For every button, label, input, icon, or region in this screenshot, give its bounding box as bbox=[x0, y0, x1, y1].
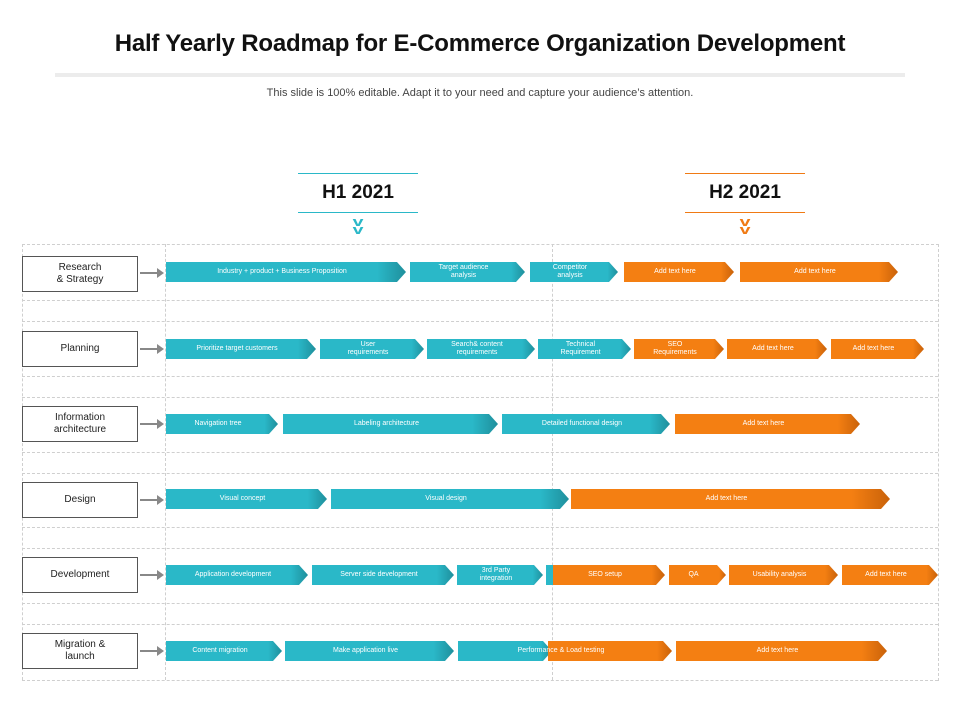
task-bar: Usability analysis bbox=[729, 565, 838, 585]
task-bar: Server side development bbox=[312, 565, 454, 585]
grid-line bbox=[22, 300, 938, 301]
task-bar: Prioritize target customers bbox=[166, 339, 316, 359]
title-divider bbox=[55, 73, 905, 77]
row-label-migration-launch: Migration & launch bbox=[22, 633, 138, 669]
task-bar: Content migration bbox=[166, 641, 282, 661]
task-bar: Navigation tree bbox=[166, 414, 278, 434]
grid-line bbox=[552, 244, 553, 680]
task-bar: QA bbox=[669, 565, 726, 585]
grid-line bbox=[22, 397, 938, 398]
grid-line bbox=[22, 473, 938, 474]
task-bar: Detailed functional design bbox=[502, 414, 670, 434]
task-bar: User requirements bbox=[320, 339, 424, 359]
task-bar: Add text here bbox=[831, 339, 924, 359]
arrow-right-icon bbox=[140, 570, 164, 580]
task-bar: Add text here bbox=[727, 339, 827, 359]
task-bar: SEO setup bbox=[553, 565, 665, 585]
task-bar: Industry + product + Business Propositio… bbox=[166, 262, 406, 282]
row-label-development: Development bbox=[22, 557, 138, 593]
row-label-information-architecture: Information architecture bbox=[22, 406, 138, 442]
task-bar-segment bbox=[548, 641, 672, 661]
task-bar: Application development bbox=[166, 565, 308, 585]
task-bar: Add text here bbox=[842, 565, 938, 585]
task-bar: Visual design bbox=[331, 489, 569, 509]
task-bar: Add text here bbox=[675, 414, 860, 434]
grid-line bbox=[22, 321, 938, 322]
task-bar: Visual concept bbox=[166, 489, 327, 509]
grid-line bbox=[22, 603, 938, 604]
task-bar: Search& content requirements bbox=[427, 339, 535, 359]
row-label-planning: Planning bbox=[22, 331, 138, 367]
task-bar: Technical Requirement bbox=[538, 339, 631, 359]
task-bar: Add text here bbox=[740, 262, 898, 282]
task-bar: Target audience analysis bbox=[410, 262, 525, 282]
page-subtitle: This slide is 100% editable. Adapt it to… bbox=[266, 87, 694, 99]
task-bar: Add text here bbox=[571, 489, 890, 509]
grid-line bbox=[22, 244, 23, 680]
task-bar: Make application live bbox=[285, 641, 454, 661]
roadmap-grid bbox=[22, 244, 939, 681]
row-label-research-strategy: Research & Strategy bbox=[22, 256, 138, 292]
task-bar: 3rd Party integration bbox=[457, 565, 543, 585]
task-bar: Performance & Load testing bbox=[517, 647, 605, 654]
arrow-right-icon bbox=[140, 268, 164, 278]
grid-line bbox=[165, 244, 166, 680]
grid-line bbox=[22, 548, 938, 549]
arrow-right-icon bbox=[140, 495, 164, 505]
page-title: Half Yearly Roadmap for E-Commerce Organ… bbox=[114, 30, 846, 57]
grid-line bbox=[22, 376, 938, 377]
period-h1-2021: H1 2021 bbox=[298, 173, 418, 213]
task-bar-segment bbox=[458, 641, 552, 661]
task-bar: Add text here bbox=[624, 262, 734, 282]
task-bar: Competitor analysis bbox=[530, 262, 618, 282]
period-h2-2021: H2 2021 bbox=[685, 173, 805, 213]
row-label-design: Design bbox=[22, 482, 138, 518]
task-bar: Add text here bbox=[676, 641, 887, 661]
grid-line bbox=[22, 624, 938, 625]
arrow-right-icon bbox=[140, 419, 164, 429]
arrow-right-icon bbox=[140, 344, 164, 354]
grid-line bbox=[22, 680, 938, 681]
arrow-right-icon bbox=[140, 646, 164, 656]
task-bar: Labeling architecture bbox=[283, 414, 498, 434]
task-bar: SEO Requirements bbox=[634, 339, 724, 359]
grid-line bbox=[22, 452, 938, 453]
grid-line bbox=[22, 527, 938, 528]
